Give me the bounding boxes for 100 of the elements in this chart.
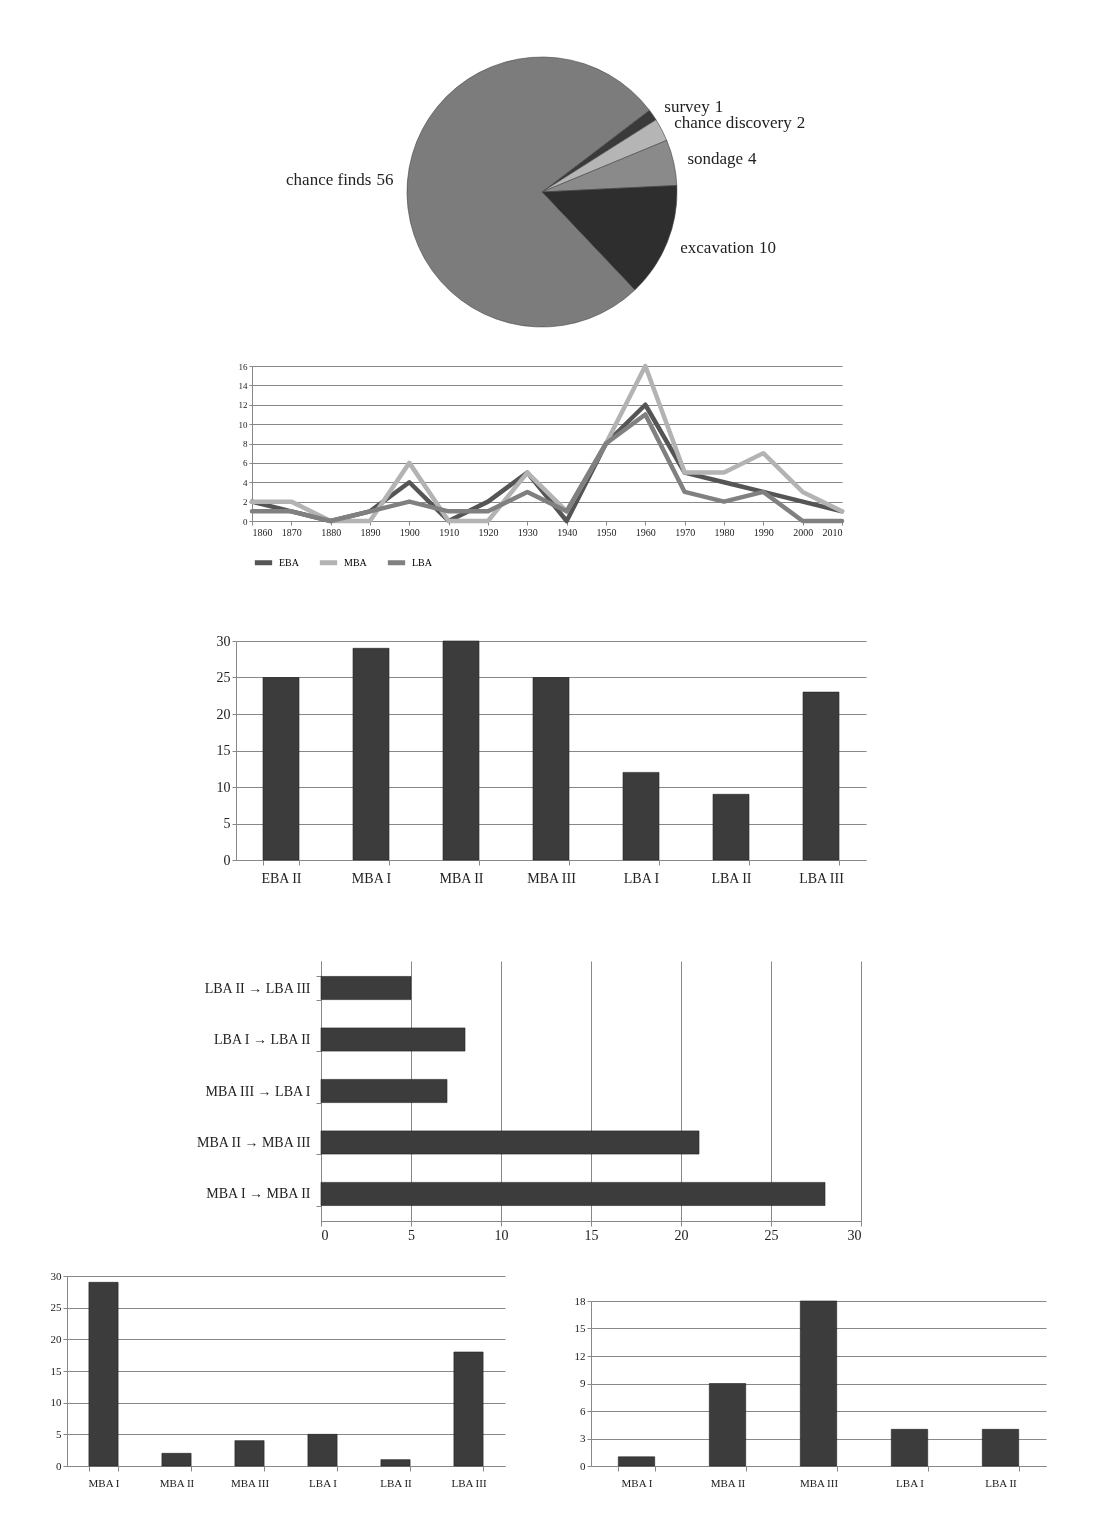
x-tick-label: LBA II [711,870,752,886]
y-tick-label: 10 [216,779,231,795]
data-label: 2 [796,113,806,133]
y-tick-label: 2 [243,497,248,508]
y-tick-label: 0 [56,1459,62,1472]
slice-label: survey [664,96,711,116]
x-tick-label: 1910 [439,526,460,538]
x-tick-label: 1940 [557,526,578,538]
y-tick-label: 0 [223,852,231,868]
data-label: 1 [714,96,724,116]
x-tick-label: MBA I [88,1476,120,1489]
data-label: 10 [758,237,776,257]
y-tick-label: 10 [50,1396,62,1409]
y-tick-label: 6 [580,1404,586,1417]
x-tick-label: 10 [494,1227,509,1243]
x-tick-label: LBA III [451,1476,487,1489]
y-tick-label: 30 [50,1269,62,1282]
y-tick-label: 4 [243,477,248,488]
y-tick-label: 18 [574,1294,586,1307]
bar [88,1282,119,1467]
y-tick-label: 8 [243,439,248,449]
bar [982,1429,1019,1467]
x-tick-label: MBA II [159,1476,195,1489]
slice-label: chance finds [286,169,372,189]
bar [453,1351,484,1467]
y-tick-label: 16 [238,361,248,372]
slice-label: excavation [680,237,755,257]
x-tick-label: 1960 [635,526,656,538]
x-tick-label: MBA II [439,870,484,886]
y-tick-label: 10 [238,419,248,430]
x-tick-label: 1950 [596,526,617,538]
slice-label: sondage [687,149,744,169]
bar [161,1453,192,1467]
x-tick-label: MBA I [351,870,392,886]
y-tick-label: 9 [580,1377,586,1389]
x-tick-label: 1990 [753,526,774,538]
x-tick-label: 25 [764,1227,779,1243]
bar [307,1434,338,1467]
data-label: 4 [748,149,758,169]
bar [618,1456,655,1467]
y-tick-label: LBA I → LBA II [214,1032,311,1048]
y-tick-label: 15 [574,1322,586,1334]
x-tick-label: 0 [321,1227,329,1243]
bar [891,1429,928,1467]
x-tick-label: 1930 [517,526,538,538]
y-tick-label: 12 [238,400,248,411]
x-tick-label: 5 [408,1227,415,1243]
x-tick-label: 2000 [793,526,814,538]
legend-label: EBA [279,556,300,568]
x-tick-label: LBA I [896,1476,925,1489]
bar [709,1383,746,1467]
bar [234,1440,265,1467]
bar [800,1300,837,1467]
y-tick-label: MBA I → MBA II [206,1186,311,1202]
legend-label: MBA [344,556,368,568]
y-tick-label: 5 [56,1427,62,1440]
bar [532,677,570,861]
x-tick-label: LBA II [985,1476,1018,1489]
legend-label: LBA [412,556,433,568]
y-tick-label: 20 [216,706,231,722]
bar [622,772,660,861]
x-tick-label: EBA II [261,870,302,886]
x-tick-label: LBA I [623,870,660,886]
y-tick-label: 20 [50,1332,62,1345]
y-tick-label: 14 [238,380,248,391]
y-tick-label: 5 [223,816,231,831]
x-tick-label: MBA III [527,870,577,886]
y-tick-label: 25 [50,1301,62,1314]
x-tick-label: 30 [847,1227,862,1243]
y-tick-label: 0 [243,516,248,527]
x-tick-label: MBA III [230,1476,270,1489]
y-tick-label: 0 [580,1459,586,1472]
x-tick-label: LBA I [309,1476,338,1489]
y-tick-label: 15 [216,743,231,758]
bar [352,648,390,861]
y-tick-label: 3 [580,1432,586,1444]
y-tick-label: 15 [50,1364,62,1377]
x-tick-label: LBA III [799,870,845,886]
y-tick-label: MBA II → MBA III [196,1134,311,1150]
bar [442,640,480,861]
data-label: 56 [376,169,394,189]
x-tick-label: 1860 [252,526,273,538]
bar [712,794,750,861]
x-tick-label: MBA I [621,1476,653,1489]
x-tick-label: LBA II [380,1476,413,1489]
x-tick-label: MBA III [799,1476,839,1489]
x-tick-label: MBA II [710,1476,746,1489]
y-tick-label: 30 [216,633,231,649]
y-tick-label: MBA III → LBA I [205,1083,311,1099]
bar [262,677,300,861]
bar [380,1459,411,1467]
y-tick-label: LBA II → LBA III [204,980,311,996]
x-tick-label: 1900 [399,526,420,538]
y-tick-label: 6 [243,458,248,469]
x-tick-label: 1970 [675,526,696,538]
x-tick-label: 20 [674,1227,689,1243]
x-tick-label: 1980 [714,526,735,538]
x-tick-label: 1880 [321,526,342,538]
y-tick-label: 25 [216,670,231,685]
x-tick-label: 1870 [281,526,302,538]
